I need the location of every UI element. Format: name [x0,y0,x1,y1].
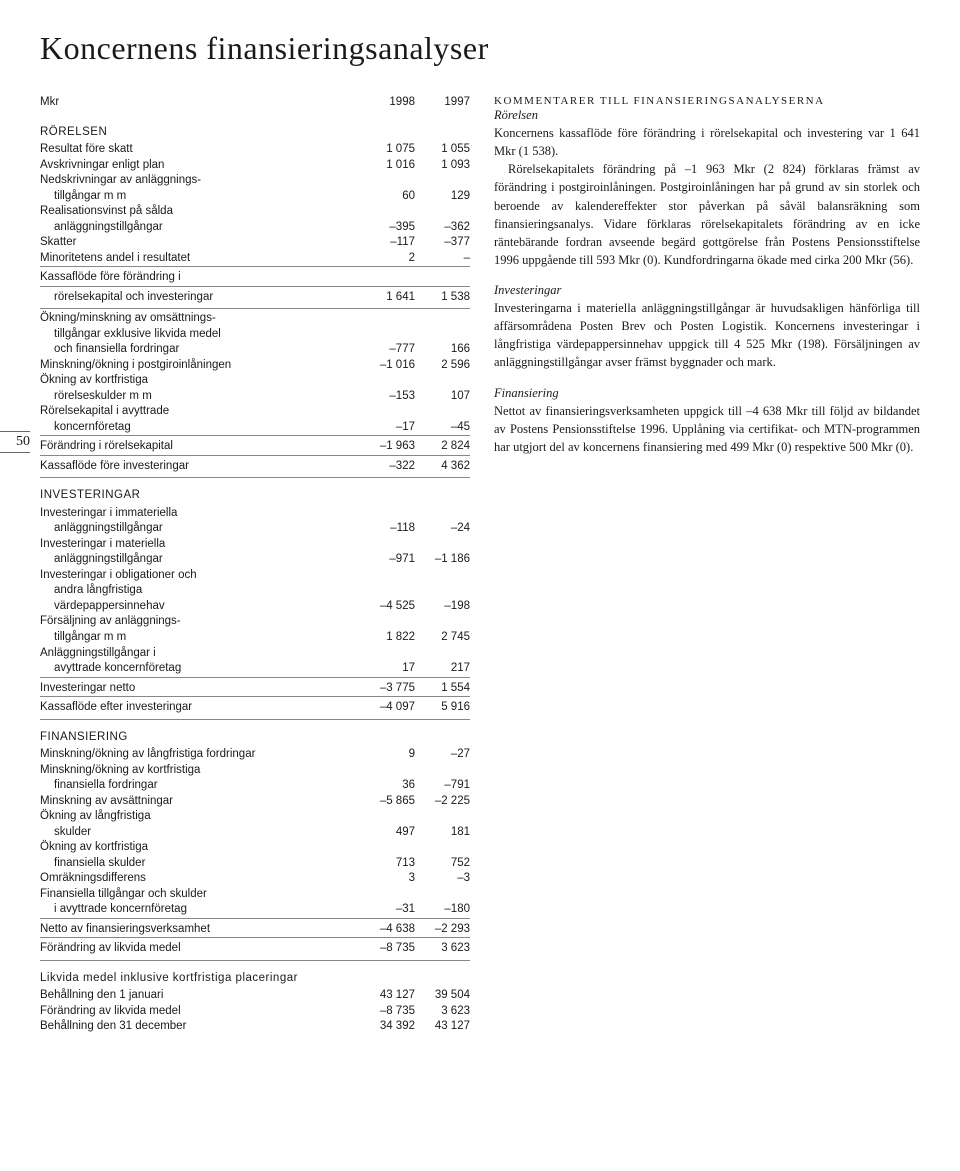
table-row: Minskning/ökning av långfristiga fordrin… [40,747,360,763]
table-row: Minoritetens andel i resultatet [40,251,360,267]
year-1997: 1997 [415,95,470,115]
table-row: Förändring av likvida medel [40,1004,360,1020]
commentary-heading: KOMMENTARER TILL FINANSIERINGSANALYSERNA [494,95,920,107]
subtotal-row: Förändring av likvida medel [40,938,360,961]
table-row: tillgångar exklusive likvida medel [40,327,470,343]
subtotal-row: Kassaflöde efter investeringar [40,697,360,720]
table-row: Investeringar i materiella [40,537,470,553]
commentary-paragraph: Koncernens kassaflöde före förändring i … [494,124,920,160]
table-row: värdepappersinnehav [40,599,360,615]
table-row: tillgångar m m [40,630,360,646]
table-row: Realisationsvinst på sålda [40,204,470,220]
table-row: Investeringar i obligationer och [40,568,470,584]
table-row: och finansiella fordringar [40,342,360,358]
section-rorelsen: RÖRELSEN [40,115,470,143]
cashflow-table: Mkr 1998 1997 RÖRELSEN Resultat före ska… [40,95,470,1035]
table-row: Rörelsekapital i avyttrade [40,404,470,420]
table-row: Ökning/minskning av omsättnings- [40,309,470,327]
table-row: Anläggningstillgångar i [40,646,470,662]
table-row: rörelseskulder m m [40,389,360,405]
table-row: anläggningstillgångar [40,220,360,236]
table-row: Nedskrivningar av anläggnings- [40,173,470,189]
table-row: Behållning den 1 januari [40,988,360,1004]
table-row: Försäljning av anläggnings- [40,614,470,630]
table-row: avyttrade koncernföretag [40,661,360,677]
table-row: i avyttrade koncernföretag [40,902,360,918]
table-row: Ökning av kortfristiga [40,373,470,389]
table-row: finansiella skulder [40,856,360,872]
table-row: Minskning/ökning av kortfristiga [40,763,470,779]
section-likvida: Likvida medel inklusive kortfristiga pla… [40,960,470,988]
year-1998: 1998 [360,95,415,115]
table-row: skulder [40,825,360,841]
subtotal-row: Investeringar netto [40,677,360,697]
subtotal-row: Förändring i rörelsekapital [40,436,360,456]
table-row: Skatter [40,235,360,251]
page-title: Koncernens finansieringsanalyser [40,30,920,67]
commentary-subhead: Finansiering [494,386,920,401]
commentary-subhead: Rörelsen [494,108,920,123]
unit-label: Mkr [40,95,360,115]
table-row: Ökning av kortfristiga [40,840,470,856]
subtotal-row: Netto av finansieringsverksamhet [40,918,360,938]
table-row: anläggningstillgångar [40,552,360,568]
page-number: 50 [0,431,30,453]
section-investeringar: INVESTERINGAR [40,478,470,506]
commentary-paragraph: Investeringarna i materiella anläggnings… [494,299,920,372]
commentary-subhead: Investeringar [494,283,920,298]
commentary-paragraph: Nettot av finansieringsverksamheten uppg… [494,402,920,456]
table-row: andra långfristiga [40,583,470,599]
table-row: Omräkningsdifferens [40,871,360,887]
table-row: Behållning den 31 december [40,1019,360,1035]
table-row: Minskning av avsättningar [40,794,360,810]
subtotal-row: rörelsekapital och investeringar [40,286,360,309]
table-row: anläggningstillgångar [40,521,360,537]
commentary: KOMMENTARER TILL FINANSIERINGSANALYSERNA… [494,95,920,1035]
table-row: Resultat före skatt [40,142,360,158]
table-row: Finansiella tillgångar och skulder [40,887,470,903]
table-row: Investeringar i immateriella [40,506,470,522]
table-row: Minskning/ökning i postgiroinlåningen [40,358,360,374]
table-row: koncernföretag [40,420,360,436]
table-row: Avskrivningar enligt plan [40,158,360,174]
section-finansiering: FINANSIERING [40,719,470,747]
subtotal-row: Kassaflöde före investeringar [40,455,360,478]
commentary-paragraph: Rörelsekapitalets förändring på –1 963 M… [494,160,920,269]
table-row: Ökning av långfristiga [40,809,470,825]
subtotal-row: Kassaflöde före förändring i [40,267,470,287]
table-row: finansiella fordringar [40,778,360,794]
table-row: tillgångar m m [40,189,360,205]
